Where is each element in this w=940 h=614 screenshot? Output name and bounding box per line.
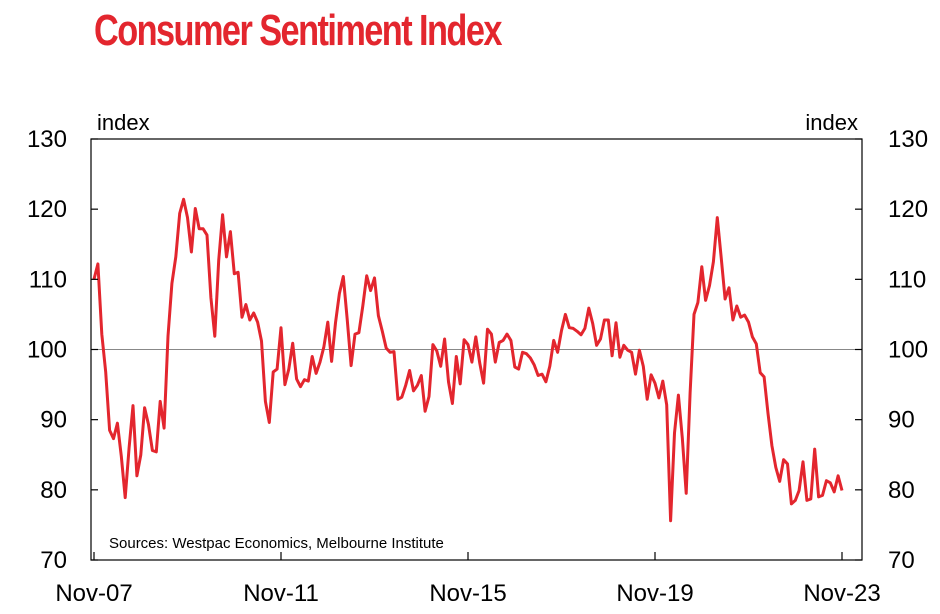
y-axis-left: 70 80 90 100 110 120 130 bbox=[27, 126, 98, 574]
y-tick-label-left: 80 bbox=[40, 477, 67, 504]
source-note: Sources: Westpac Economics, Melbourne In… bbox=[109, 535, 444, 552]
y-tick-label-left: 120 bbox=[27, 196, 67, 223]
x-tick-label: Nov-11 bbox=[243, 580, 319, 607]
y-tick-label-left: 130 bbox=[27, 126, 67, 153]
y-tick-label-right: 130 bbox=[888, 126, 928, 153]
y-tick-label-left: 100 bbox=[27, 337, 67, 364]
y-tick-label-right: 120 bbox=[888, 196, 928, 223]
chart-title: Consumer Sentiment Index bbox=[94, 6, 502, 55]
x-axis: Nov-07 Nov-11 Nov-15 Nov-19 Nov-23 bbox=[55, 552, 881, 607]
y-tick-label-right: 80 bbox=[888, 477, 915, 504]
y-axis-right: 70 80 90 100 110 120 130 bbox=[855, 126, 928, 574]
y-tick-label-right: 100 bbox=[888, 337, 928, 364]
y-tick-label-right: 70 bbox=[888, 547, 915, 574]
y-axis-label-left: index bbox=[97, 110, 150, 135]
series-line bbox=[92, 197, 844, 523]
x-tick-label: Nov-19 bbox=[616, 580, 693, 607]
x-tick-label: Nov-07 bbox=[55, 580, 132, 607]
series-line-group bbox=[92, 197, 844, 523]
x-tick-label: Nov-23 bbox=[803, 580, 880, 607]
y-tick-label-left: 90 bbox=[40, 407, 67, 434]
y-tick-label-right: 90 bbox=[888, 407, 915, 434]
y-tick-label-left: 70 bbox=[40, 547, 67, 574]
x-tick-label: Nov-15 bbox=[429, 580, 506, 607]
y-tick-label-right: 110 bbox=[888, 266, 926, 293]
y-tick-label-left: 110 bbox=[29, 266, 67, 293]
y-axis-label-right: index bbox=[805, 110, 858, 135]
